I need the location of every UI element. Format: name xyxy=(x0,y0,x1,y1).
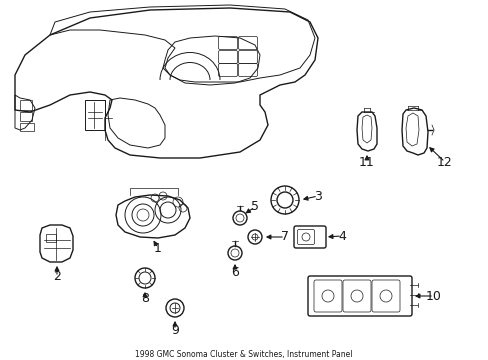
Bar xyxy=(85,100,105,130)
Text: 4: 4 xyxy=(337,230,345,243)
Text: 1: 1 xyxy=(154,242,162,255)
Bar xyxy=(20,112,32,121)
Text: 6: 6 xyxy=(231,266,239,279)
Bar xyxy=(20,100,32,110)
Text: 3: 3 xyxy=(313,189,321,202)
Text: 8: 8 xyxy=(141,292,149,305)
Text: 11: 11 xyxy=(358,156,374,168)
Bar xyxy=(20,123,34,131)
Bar xyxy=(46,234,56,242)
Text: 9: 9 xyxy=(171,324,179,337)
Text: 1998 GMC Sonoma Cluster & Switches, Instrument Panel
Instrument Cluster Assembll: 1998 GMC Sonoma Cluster & Switches, Inst… xyxy=(135,350,352,360)
Text: 2: 2 xyxy=(53,270,61,284)
Text: 10: 10 xyxy=(425,289,441,302)
Text: 12: 12 xyxy=(436,156,452,168)
Text: 7: 7 xyxy=(281,230,288,243)
Text: 5: 5 xyxy=(250,201,259,213)
